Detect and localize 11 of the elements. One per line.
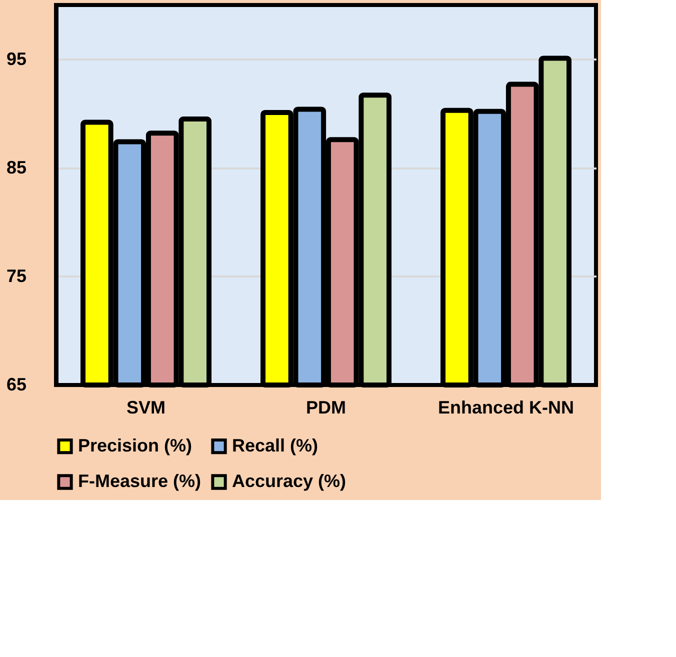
y-tick-label: 65 <box>6 374 26 394</box>
x-tick-label: Enhanced K-NN <box>438 398 574 418</box>
legend-label: Precision (%) <box>78 435 192 456</box>
y-tick-label: 85 <box>6 157 26 178</box>
legend-label: F-Measure (%) <box>78 471 202 491</box>
legend-label: Accuracy (%) <box>232 471 346 491</box>
x-tick-label: PDM <box>306 398 346 418</box>
legend-label: Recall (%) <box>232 435 318 456</box>
x-tick-label: SVM <box>126 398 166 418</box>
y-tick-label: 75 <box>6 266 26 286</box>
y-tick-label: 95 <box>6 48 26 69</box>
